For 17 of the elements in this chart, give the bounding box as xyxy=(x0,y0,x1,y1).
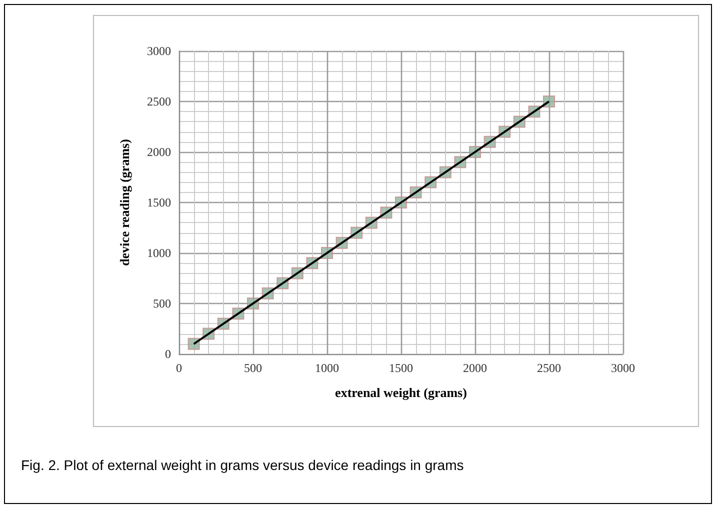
y-tick-label: 2000 xyxy=(147,145,171,159)
y-axis-title: device reading (grams) xyxy=(117,139,132,266)
y-tick-label: 1000 xyxy=(147,246,171,260)
y-tick-label: 500 xyxy=(153,296,171,310)
x-tick-label: 500 xyxy=(244,361,262,375)
y-tick-label: 2500 xyxy=(147,94,171,108)
y-tick-label: 3000 xyxy=(147,44,171,58)
x-tick-label: 1000 xyxy=(315,361,339,375)
x-axis-title: extrenal weight (grams) xyxy=(335,385,467,400)
x-tick-label: 3000 xyxy=(611,361,635,375)
x-tick-label: 2500 xyxy=(537,361,561,375)
x-tick-label: 2000 xyxy=(463,361,487,375)
x-tick-label: 0 xyxy=(176,361,182,375)
x-tick-label: 1500 xyxy=(389,361,413,375)
y-tick-label: 1500 xyxy=(147,196,171,210)
caption: Fig. 2. Plot of external weight in grams versus device readings in grams xyxy=(21,457,464,473)
y-tick-label: 0 xyxy=(165,347,171,361)
